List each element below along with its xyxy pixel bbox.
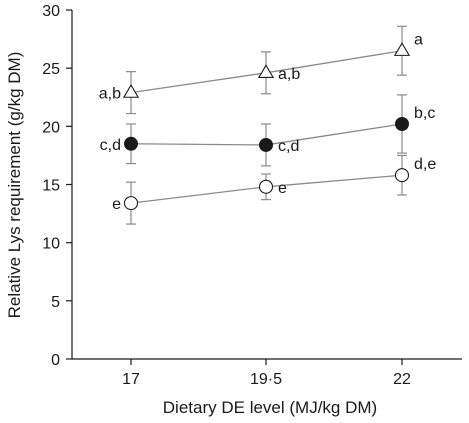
y-tick-label: 30	[42, 3, 60, 20]
x-tick-label: 22	[393, 371, 411, 388]
data-label: a,b	[99, 86, 121, 103]
series-1: a,b a,b a	[99, 25, 423, 115]
data-point	[124, 136, 138, 151]
series-3: e e d,e	[112, 154, 436, 225]
data-point	[393, 42, 411, 56]
y-axis-title: Relative Lys requirement (g/kg DM)	[5, 52, 24, 319]
data-point	[395, 117, 409, 132]
data-point	[394, 168, 410, 183]
y-tick-label: 25	[42, 61, 60, 78]
axes: 0 5 10 15 20 25 30 17 19·5 22	[42, 3, 462, 388]
x-axis-title: Dietary DE level (MJ/kg DM)	[163, 398, 377, 417]
data-point	[257, 64, 275, 79]
data-label: c,d	[278, 138, 299, 155]
x-tick-label: 19·5	[250, 371, 282, 388]
data-label: e	[112, 196, 121, 213]
series-layer: a,b a,b a c,d c,d b,c e e d,e	[99, 25, 436, 225]
data-label: e	[278, 180, 287, 197]
y-tick-label: 15	[42, 178, 60, 195]
data-label: b,c	[414, 105, 435, 122]
series-2: c,d c,d b,c	[100, 94, 435, 167]
data-point	[258, 179, 274, 194]
data-point	[123, 196, 139, 211]
data-label: a	[414, 32, 423, 49]
x-tick-label: 17	[122, 371, 140, 388]
y-tick-label: 20	[42, 119, 60, 136]
data-point	[122, 84, 140, 98]
data-label: c,d	[100, 137, 121, 154]
data-label: a,b	[278, 66, 300, 83]
y-tick-label: 5	[51, 294, 60, 311]
y-tick-label: 0	[51, 352, 60, 369]
y-tick-label: 10	[42, 236, 60, 253]
data-label: d,e	[414, 156, 436, 173]
data-point	[259, 137, 273, 152]
